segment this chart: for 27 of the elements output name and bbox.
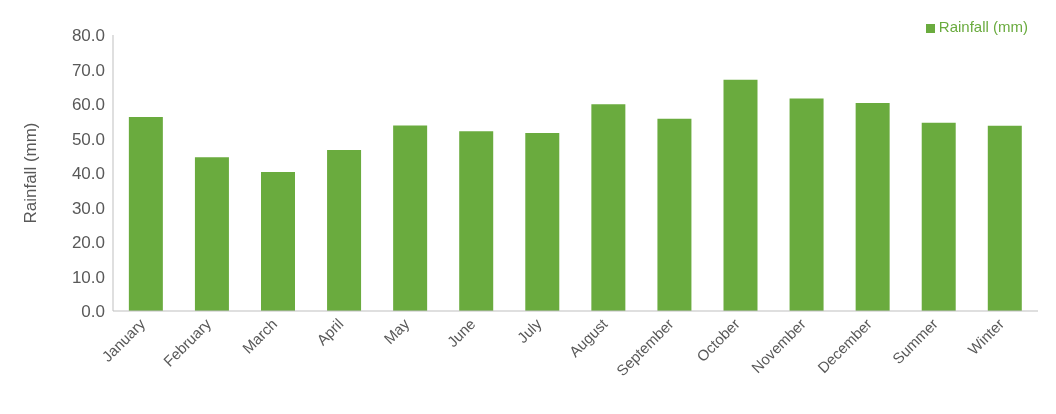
bar <box>789 98 824 311</box>
bar <box>128 117 163 311</box>
y-tick-label: 60.0 <box>71 95 105 115</box>
y-tick-label: 10.0 <box>71 267 105 287</box>
y-tick-label: 50.0 <box>71 129 105 149</box>
bar <box>723 79 758 311</box>
bar <box>525 132 560 311</box>
bar <box>194 157 229 311</box>
y-tick-label: 30.0 <box>71 198 105 218</box>
bar <box>921 122 956 311</box>
bar <box>459 131 494 311</box>
bar <box>261 171 295 311</box>
y-tick-label: 70.0 <box>71 60 105 80</box>
bar <box>393 125 428 311</box>
bar <box>327 149 362 311</box>
legend-label: Rainfall (mm) <box>938 18 1028 35</box>
x-tick-label: July <box>513 314 545 346</box>
y-tick-label: 40.0 <box>71 164 105 184</box>
y-tick-label: 20.0 <box>71 233 105 253</box>
y-tick-label: 0.0 <box>81 302 105 322</box>
bar <box>855 102 890 311</box>
bar <box>657 118 692 311</box>
y-tick-label: 80.0 <box>71 26 105 46</box>
bar <box>987 125 1022 311</box>
x-tick-label: May <box>380 314 413 348</box>
y-axis-title: Rainfall (mm) <box>21 122 41 224</box>
bar <box>591 104 626 311</box>
